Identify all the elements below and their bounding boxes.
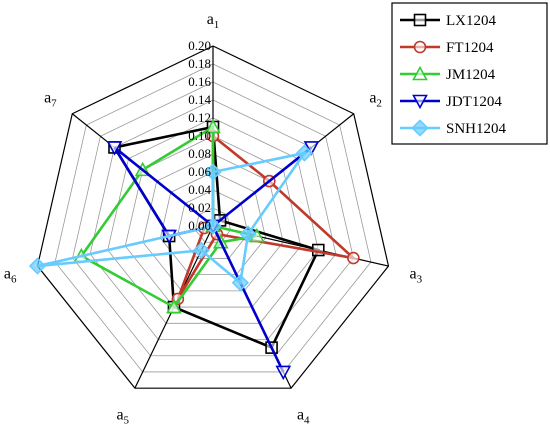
axis-labels: a1 a2 a3 a4 a5 a6 a7 — [4, 11, 423, 426]
tick-label: 0.20 — [188, 38, 211, 53]
data-point — [239, 225, 257, 243]
data-point — [347, 251, 360, 265]
legend-label: JDT1204 — [446, 94, 502, 110]
legend-item: JDT1204 — [400, 94, 502, 110]
legend-label: FT1204 — [446, 40, 494, 56]
axis-label: a7 — [44, 89, 57, 109]
legend-item: JM1204 — [400, 65, 496, 83]
tick-label: 0.08 — [188, 146, 211, 161]
legend: LX1204 FT1204 JM1204 JDT1204 SNH1204 — [391, 2, 548, 145]
data-point — [192, 241, 210, 259]
data-point — [295, 144, 314, 162]
series-line — [37, 151, 308, 286]
axis-label: a5 — [116, 406, 129, 426]
tick-label: 0.02 — [188, 200, 211, 215]
data-point — [412, 94, 428, 110]
series-line — [79, 124, 258, 309]
radar-series — [28, 118, 360, 381]
series-line — [113, 146, 313, 373]
axis-label: a4 — [297, 406, 310, 426]
grid-ring — [89, 99, 337, 340]
tick-label: 0.18 — [188, 56, 211, 71]
grid-ring — [142, 153, 284, 292]
legend-label: LX1204 — [446, 13, 496, 29]
tick-label: 0.06 — [188, 164, 211, 179]
data-point — [413, 40, 427, 54]
grid-ring — [54, 63, 372, 373]
tick-label: 0.14 — [188, 92, 211, 107]
data-point — [205, 118, 221, 134]
axis-label: a2 — [369, 89, 382, 109]
tick-label: 0.00 — [188, 218, 211, 233]
data-point — [412, 65, 428, 81]
legend-item: FT1204 — [400, 40, 494, 56]
radial-tick-labels: 0.00 0.02 0.04 0.06 0.08 0.10 0.12 0.14 0.16 0.18… — [188, 38, 211, 233]
series-snh1204 — [28, 144, 314, 292]
data-point — [106, 141, 123, 156]
grid-ring — [159, 171, 267, 276]
legend-label: SNH1204 — [446, 121, 507, 137]
data-point — [231, 274, 249, 292]
axis-label: a1 — [207, 11, 220, 31]
data-point — [166, 298, 182, 314]
data-point — [28, 257, 47, 275]
axis-label: a6 — [4, 265, 17, 285]
grid-ring — [72, 81, 354, 357]
tick-label: 0.12 — [188, 110, 211, 125]
legend-item: LX1204 — [400, 13, 496, 29]
legend-label: JM1204 — [446, 67, 496, 83]
data-point — [411, 119, 429, 137]
legend-item: SNH1204 — [400, 119, 507, 137]
axis-label: a3 — [409, 265, 422, 285]
grid-ring — [124, 135, 302, 308]
tick-label: 0.10 — [188, 128, 211, 143]
data-point — [204, 163, 222, 181]
tick-label: 0.04 — [188, 182, 211, 197]
data-point — [275, 365, 292, 381]
data-point — [204, 217, 222, 235]
data-point — [413, 13, 427, 27]
data-point — [303, 141, 320, 156]
tick-label: 0.16 — [188, 74, 211, 89]
grid-ring — [36, 45, 390, 389]
